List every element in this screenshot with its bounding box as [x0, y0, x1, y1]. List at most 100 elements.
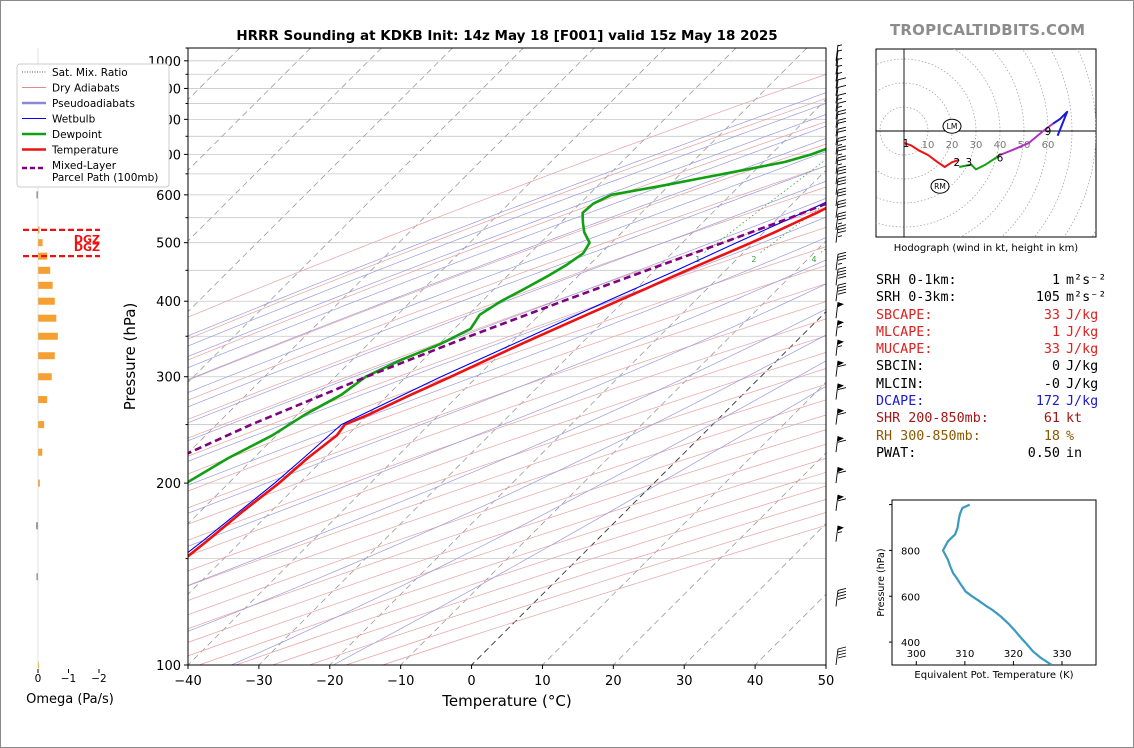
- mixing-ratio-label: 13: [921, 255, 931, 264]
- wind-barb-full: [837, 126, 847, 130]
- x-tick-label: −40: [174, 674, 201, 689]
- wind-barb: [835, 320, 844, 337]
- wind-barb-full: [837, 77, 847, 81]
- wind-barb-full: [837, 171, 847, 175]
- pseudoadiabat-line: [188, 92, 826, 337]
- wind-barb-staff: [835, 103, 839, 120]
- wind-barb: [835, 165, 847, 185]
- wind-barb-full: [837, 364, 847, 368]
- wind-barb-half: [837, 44, 843, 47]
- theta-e-trace: [941, 503, 1053, 665]
- stat-value: 33: [1043, 342, 1060, 358]
- wind-barb-full: [837, 182, 847, 186]
- wind-barb-staff: [835, 111, 839, 128]
- wind-barb-staff: [835, 129, 839, 146]
- wind-barb: [835, 199, 847, 218]
- x-tick-label: −30: [245, 674, 272, 689]
- dry-adiabat-line: [188, 265, 826, 492]
- profile-mixed-layer: [188, 202, 826, 455]
- omega-bar: [38, 448, 43, 456]
- wind-barb-half: [837, 57, 843, 60]
- wind-barb-staff: [835, 120, 839, 137]
- wind-barb-full: [837, 148, 847, 152]
- omega-bar: [38, 266, 51, 274]
- dgz-lower-label: DGZ: [74, 233, 100, 246]
- mixing-ratio-label: 1: [695, 255, 700, 264]
- wind-barb-staff: [835, 269, 839, 286]
- stat-unit: J/kg: [1066, 342, 1099, 358]
- hodograph-ring-label: 10: [922, 140, 935, 151]
- mixing-ratio-label: 36: [1029, 255, 1039, 264]
- stat-value: 18: [1043, 428, 1060, 444]
- skewt-plot: 124681013162024303657F50F−40−30−20−10010…: [121, 28, 1039, 710]
- mixing-ratio-label: 2: [751, 255, 756, 264]
- mixing-ratio-line: [703, 159, 826, 254]
- wind-barb-half: [837, 64, 843, 67]
- legend-label: Parcel Path (100mb): [52, 172, 158, 184]
- wind-barb-full: [837, 100, 847, 104]
- legend-label: Wetbulb: [52, 114, 96, 126]
- wind-barb: [835, 251, 847, 271]
- pseudoadiabat-line: [188, 197, 826, 442]
- wind-barb-staff: [835, 65, 839, 82]
- wind-barb-full: [837, 117, 847, 121]
- wind-barb-full: [837, 387, 847, 390]
- hodograph-height-label: 3: [965, 157, 972, 169]
- wind-barb: [835, 85, 847, 104]
- wind-barb-half: [837, 235, 843, 238]
- skewt-plot-area: 1 2 4 6 8 10 13 16 20 24 30 36: [188, 48, 1039, 665]
- dry-adiabat-line: [188, 352, 826, 572]
- pseudoadiabat-line: [188, 102, 826, 347]
- omega-bar: [38, 297, 55, 305]
- omega-bar: [38, 352, 55, 360]
- wind-barb-full: [837, 594, 847, 597]
- stat-value: -0: [1043, 376, 1060, 392]
- stat-value: 172: [1035, 394, 1060, 410]
- wind-barb-staff: [835, 590, 839, 607]
- stat-row: MLCIN: -0 J/kg: [876, 376, 1116, 393]
- wind-barb: [835, 92, 847, 112]
- wind-barb-half: [837, 49, 843, 52]
- theta-e-plot: 300 310 320 330 400 600 800 Equivalent Pot. Tem…: [876, 499, 1097, 681]
- wind-barb-pennant: [838, 525, 844, 531]
- stat-unit: J/kg: [1066, 359, 1099, 375]
- wind-barb-full: [837, 193, 847, 197]
- hodograph-trace: [1052, 110, 1069, 137]
- wind-barb-staff: [835, 320, 839, 337]
- stat-label: MLCIN:: [876, 376, 925, 392]
- wind-barb: [835, 383, 847, 400]
- hodograph-ring-label: 40: [994, 140, 1007, 151]
- pseudoadiabat-line: [188, 180, 826, 424]
- dry-adiabat-line: [188, 399, 826, 616]
- omega-bar: [36, 522, 38, 530]
- wind-barb-pennant: [838, 467, 844, 473]
- wind-barb-full: [837, 251, 847, 255]
- wind-barb-full: [837, 275, 847, 279]
- wind-barb-full: [837, 282, 847, 286]
- wind-barb-half: [837, 222, 843, 225]
- wind-barb-staff: [835, 302, 839, 319]
- wind-barb-staff: [835, 72, 839, 89]
- dry-adiabat-line: [188, 165, 826, 401]
- wind-barb-staff: [835, 360, 839, 377]
- legend: Sat. Mix. Ratio Dry Adiabats Pseudoadiabat…: [16, 63, 170, 188]
- dry-adiabat-line: [188, 74, 826, 318]
- mixing-ratio-label: 20: [966, 255, 976, 264]
- mixing-ratio-label: 24: [985, 255, 995, 264]
- stat-value: 61: [1043, 411, 1060, 427]
- wind-barb-staff: [835, 157, 839, 174]
- wind-barb-staff: [835, 58, 839, 75]
- stat-value: 105: [1035, 290, 1060, 306]
- wind-barb-full: [837, 285, 847, 289]
- dry-adiabat-line: [188, 207, 826, 439]
- pseudoadiabat-line: [188, 165, 826, 408]
- legend-label: Sat. Mix. Ratio: [52, 67, 128, 79]
- y-tick-label: 500: [156, 237, 181, 252]
- mixing-ratio-label: 6: [849, 255, 854, 264]
- pseudoadiabat-line: [188, 125, 826, 369]
- wind-barb-staff: [835, 87, 839, 104]
- wind-barb-staff: [835, 178, 839, 195]
- wind-barb-full: [837, 272, 847, 276]
- wind-barb-half: [837, 345, 843, 348]
